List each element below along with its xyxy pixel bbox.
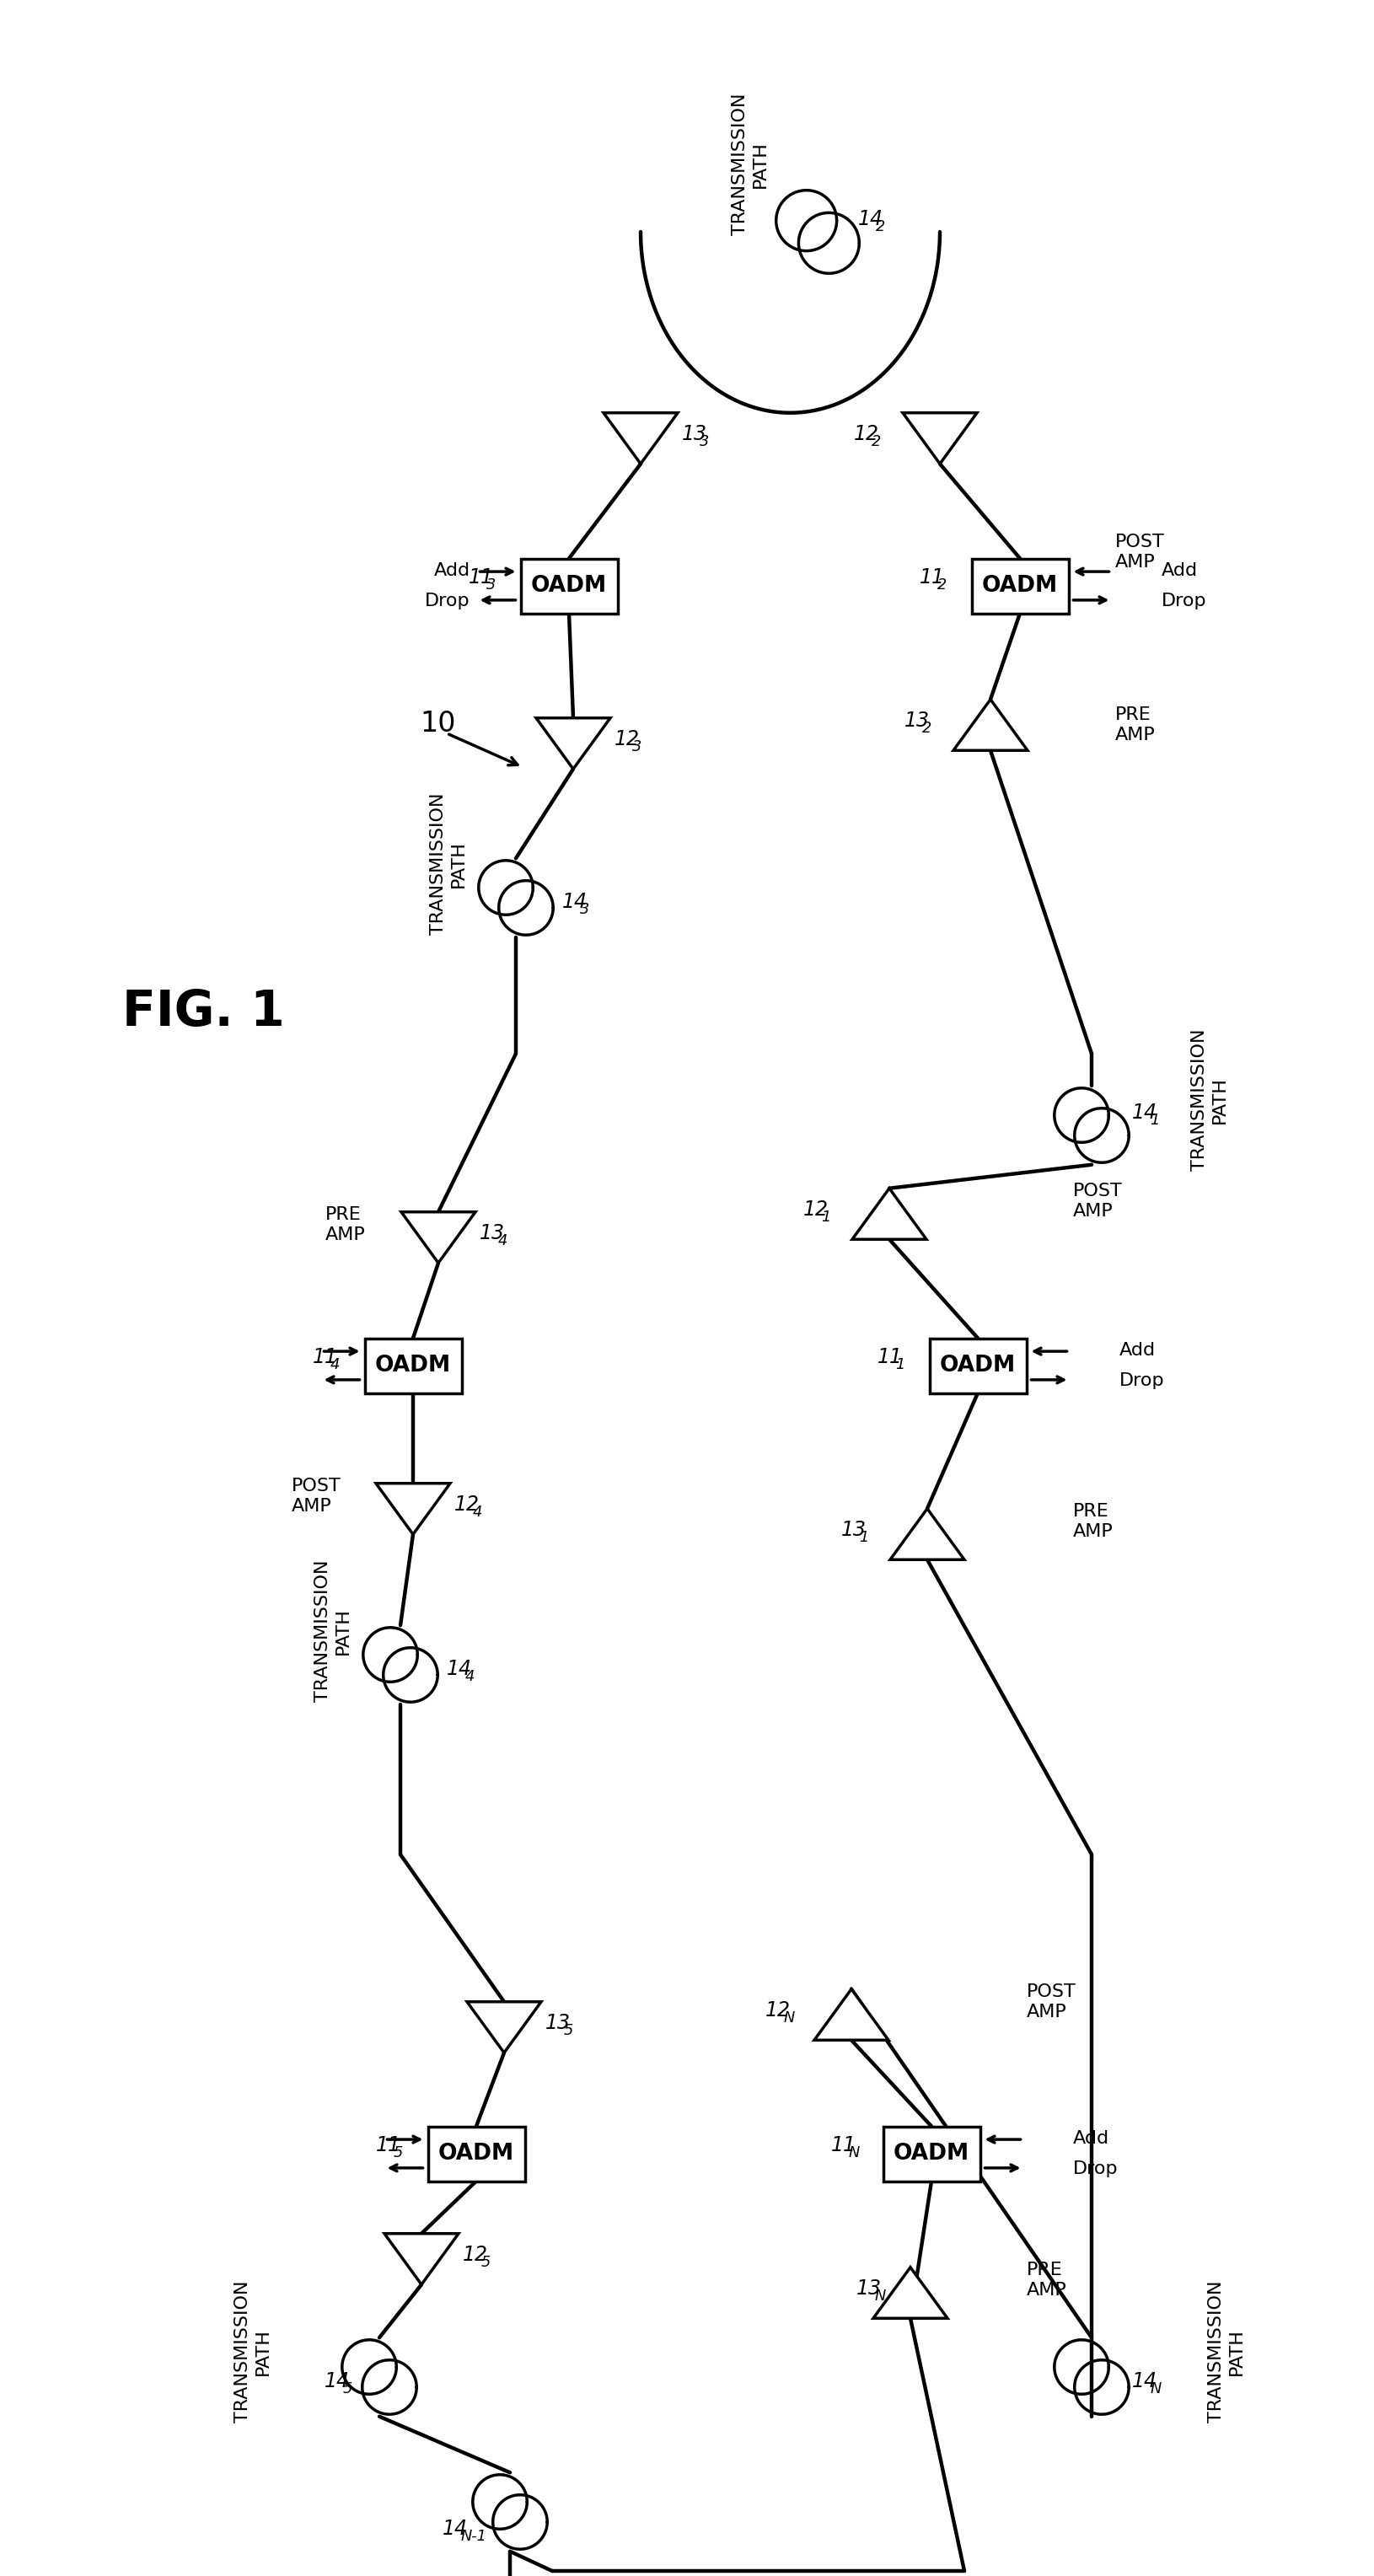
Text: 2: 2 bbox=[872, 435, 882, 451]
Text: 14: 14 bbox=[447, 1659, 473, 1680]
Text: 2: 2 bbox=[922, 721, 932, 737]
Polygon shape bbox=[954, 701, 1028, 750]
Text: TRANSMISSION
PATH: TRANSMISSION PATH bbox=[430, 793, 467, 935]
Text: Add: Add bbox=[1118, 1342, 1156, 1358]
Text: 2: 2 bbox=[937, 577, 947, 592]
Bar bbox=[971, 559, 1069, 613]
Text: 2: 2 bbox=[877, 219, 886, 234]
Polygon shape bbox=[815, 1989, 889, 2040]
Text: PRE
AMP: PRE AMP bbox=[1114, 706, 1156, 742]
Text: 3: 3 bbox=[486, 577, 496, 592]
Text: 5: 5 bbox=[481, 2254, 491, 2269]
Text: 13: 13 bbox=[904, 711, 930, 732]
Text: Drop: Drop bbox=[1118, 1373, 1164, 1388]
Text: PRE
AMP: PRE AMP bbox=[1073, 1504, 1113, 1540]
Text: 1: 1 bbox=[859, 1530, 868, 1546]
Bar bbox=[427, 2125, 525, 2182]
Text: 4: 4 bbox=[497, 1234, 507, 1249]
Text: Add: Add bbox=[434, 562, 470, 580]
Text: 4: 4 bbox=[464, 1669, 474, 1685]
Text: Add: Add bbox=[1073, 2130, 1109, 2146]
Text: 14: 14 bbox=[1132, 2370, 1157, 2391]
Text: PRE
AMP: PRE AMP bbox=[326, 1206, 365, 1244]
Text: 10: 10 bbox=[420, 708, 456, 737]
Text: 12: 12 bbox=[804, 1200, 829, 1218]
Text: OADM: OADM bbox=[530, 574, 607, 598]
Text: 11: 11 bbox=[831, 2136, 856, 2156]
Text: 3: 3 bbox=[699, 435, 709, 451]
Polygon shape bbox=[603, 412, 677, 464]
Text: 14: 14 bbox=[562, 891, 588, 912]
Text: N: N bbox=[874, 2290, 886, 2303]
Polygon shape bbox=[536, 719, 610, 770]
Text: 3: 3 bbox=[580, 902, 589, 917]
Text: 4: 4 bbox=[330, 1358, 339, 1373]
Bar bbox=[521, 559, 617, 613]
Text: OADM: OADM bbox=[982, 574, 1058, 598]
Text: OADM: OADM bbox=[375, 1355, 451, 1376]
Polygon shape bbox=[376, 1484, 451, 1535]
Text: 13: 13 bbox=[841, 1520, 867, 1540]
Text: OADM: OADM bbox=[940, 1355, 1015, 1376]
Text: N: N bbox=[849, 2146, 860, 2161]
Text: Drop: Drop bbox=[425, 592, 470, 611]
Text: 1: 1 bbox=[822, 1211, 831, 1226]
Polygon shape bbox=[890, 1510, 965, 1558]
Text: 12: 12 bbox=[455, 1494, 480, 1515]
Text: 14: 14 bbox=[859, 209, 883, 229]
Polygon shape bbox=[903, 412, 977, 464]
Text: 13: 13 bbox=[856, 2277, 882, 2298]
Text: 11: 11 bbox=[919, 567, 944, 587]
Text: FIG. 1: FIG. 1 bbox=[122, 987, 284, 1036]
Polygon shape bbox=[874, 2267, 948, 2318]
Text: 13: 13 bbox=[682, 425, 708, 443]
Text: TRANSMISSION
PATH: TRANSMISSION PATH bbox=[732, 93, 768, 234]
Text: N: N bbox=[1150, 2383, 1161, 2396]
Text: 13: 13 bbox=[480, 1224, 504, 1244]
Text: OADM: OADM bbox=[893, 2143, 970, 2164]
Text: 11: 11 bbox=[469, 567, 493, 587]
Text: TRANSMISSION
PATH: TRANSMISSION PATH bbox=[1208, 2280, 1245, 2424]
Text: 14: 14 bbox=[1132, 1103, 1157, 1123]
Text: OADM: OADM bbox=[438, 2143, 514, 2164]
Text: PRE
AMP: PRE AMP bbox=[1026, 2262, 1066, 2298]
Text: 13: 13 bbox=[545, 2012, 570, 2032]
Text: Drop: Drop bbox=[1161, 592, 1206, 611]
Text: POST
AMP: POST AMP bbox=[1114, 533, 1164, 569]
Text: 1: 1 bbox=[894, 1358, 904, 1373]
Text: TRANSMISSION
PATH: TRANSMISSION PATH bbox=[1191, 1028, 1228, 1172]
Text: 5: 5 bbox=[563, 2022, 573, 2038]
Polygon shape bbox=[401, 1211, 475, 1262]
Polygon shape bbox=[852, 1188, 926, 1239]
Text: 14: 14 bbox=[324, 2370, 350, 2391]
Polygon shape bbox=[467, 2002, 541, 2053]
Text: 3: 3 bbox=[632, 739, 642, 755]
Text: Add: Add bbox=[1161, 562, 1198, 580]
Text: 5: 5 bbox=[393, 2146, 403, 2161]
Text: 14: 14 bbox=[442, 2519, 467, 2540]
Text: 5: 5 bbox=[342, 2383, 352, 2396]
Text: 11: 11 bbox=[312, 1347, 338, 1368]
Text: Drop: Drop bbox=[1073, 2161, 1118, 2177]
Bar bbox=[364, 1337, 462, 1394]
Text: 12: 12 bbox=[463, 2244, 488, 2264]
Bar bbox=[883, 2125, 980, 2182]
Text: POST
AMP: POST AMP bbox=[1026, 1984, 1076, 2020]
Text: N-1: N-1 bbox=[460, 2530, 486, 2545]
Text: 12: 12 bbox=[765, 2002, 790, 2020]
Text: TRANSMISSION
PATH: TRANSMISSION PATH bbox=[315, 1561, 352, 1703]
Text: POST
AMP: POST AMP bbox=[291, 1479, 341, 1515]
Text: 4: 4 bbox=[473, 1504, 482, 1520]
Text: TRANSMISSION
PATH: TRANSMISSION PATH bbox=[235, 2280, 271, 2424]
Text: 12: 12 bbox=[853, 425, 879, 443]
Text: 11: 11 bbox=[375, 2136, 401, 2156]
Text: 11: 11 bbox=[877, 1347, 903, 1368]
Text: N: N bbox=[783, 2012, 794, 2025]
Text: 1: 1 bbox=[1150, 1113, 1160, 1128]
Text: POST
AMP: POST AMP bbox=[1073, 1182, 1123, 1218]
Polygon shape bbox=[385, 2233, 459, 2285]
Text: 12: 12 bbox=[614, 729, 640, 750]
Bar bbox=[929, 1337, 1026, 1394]
